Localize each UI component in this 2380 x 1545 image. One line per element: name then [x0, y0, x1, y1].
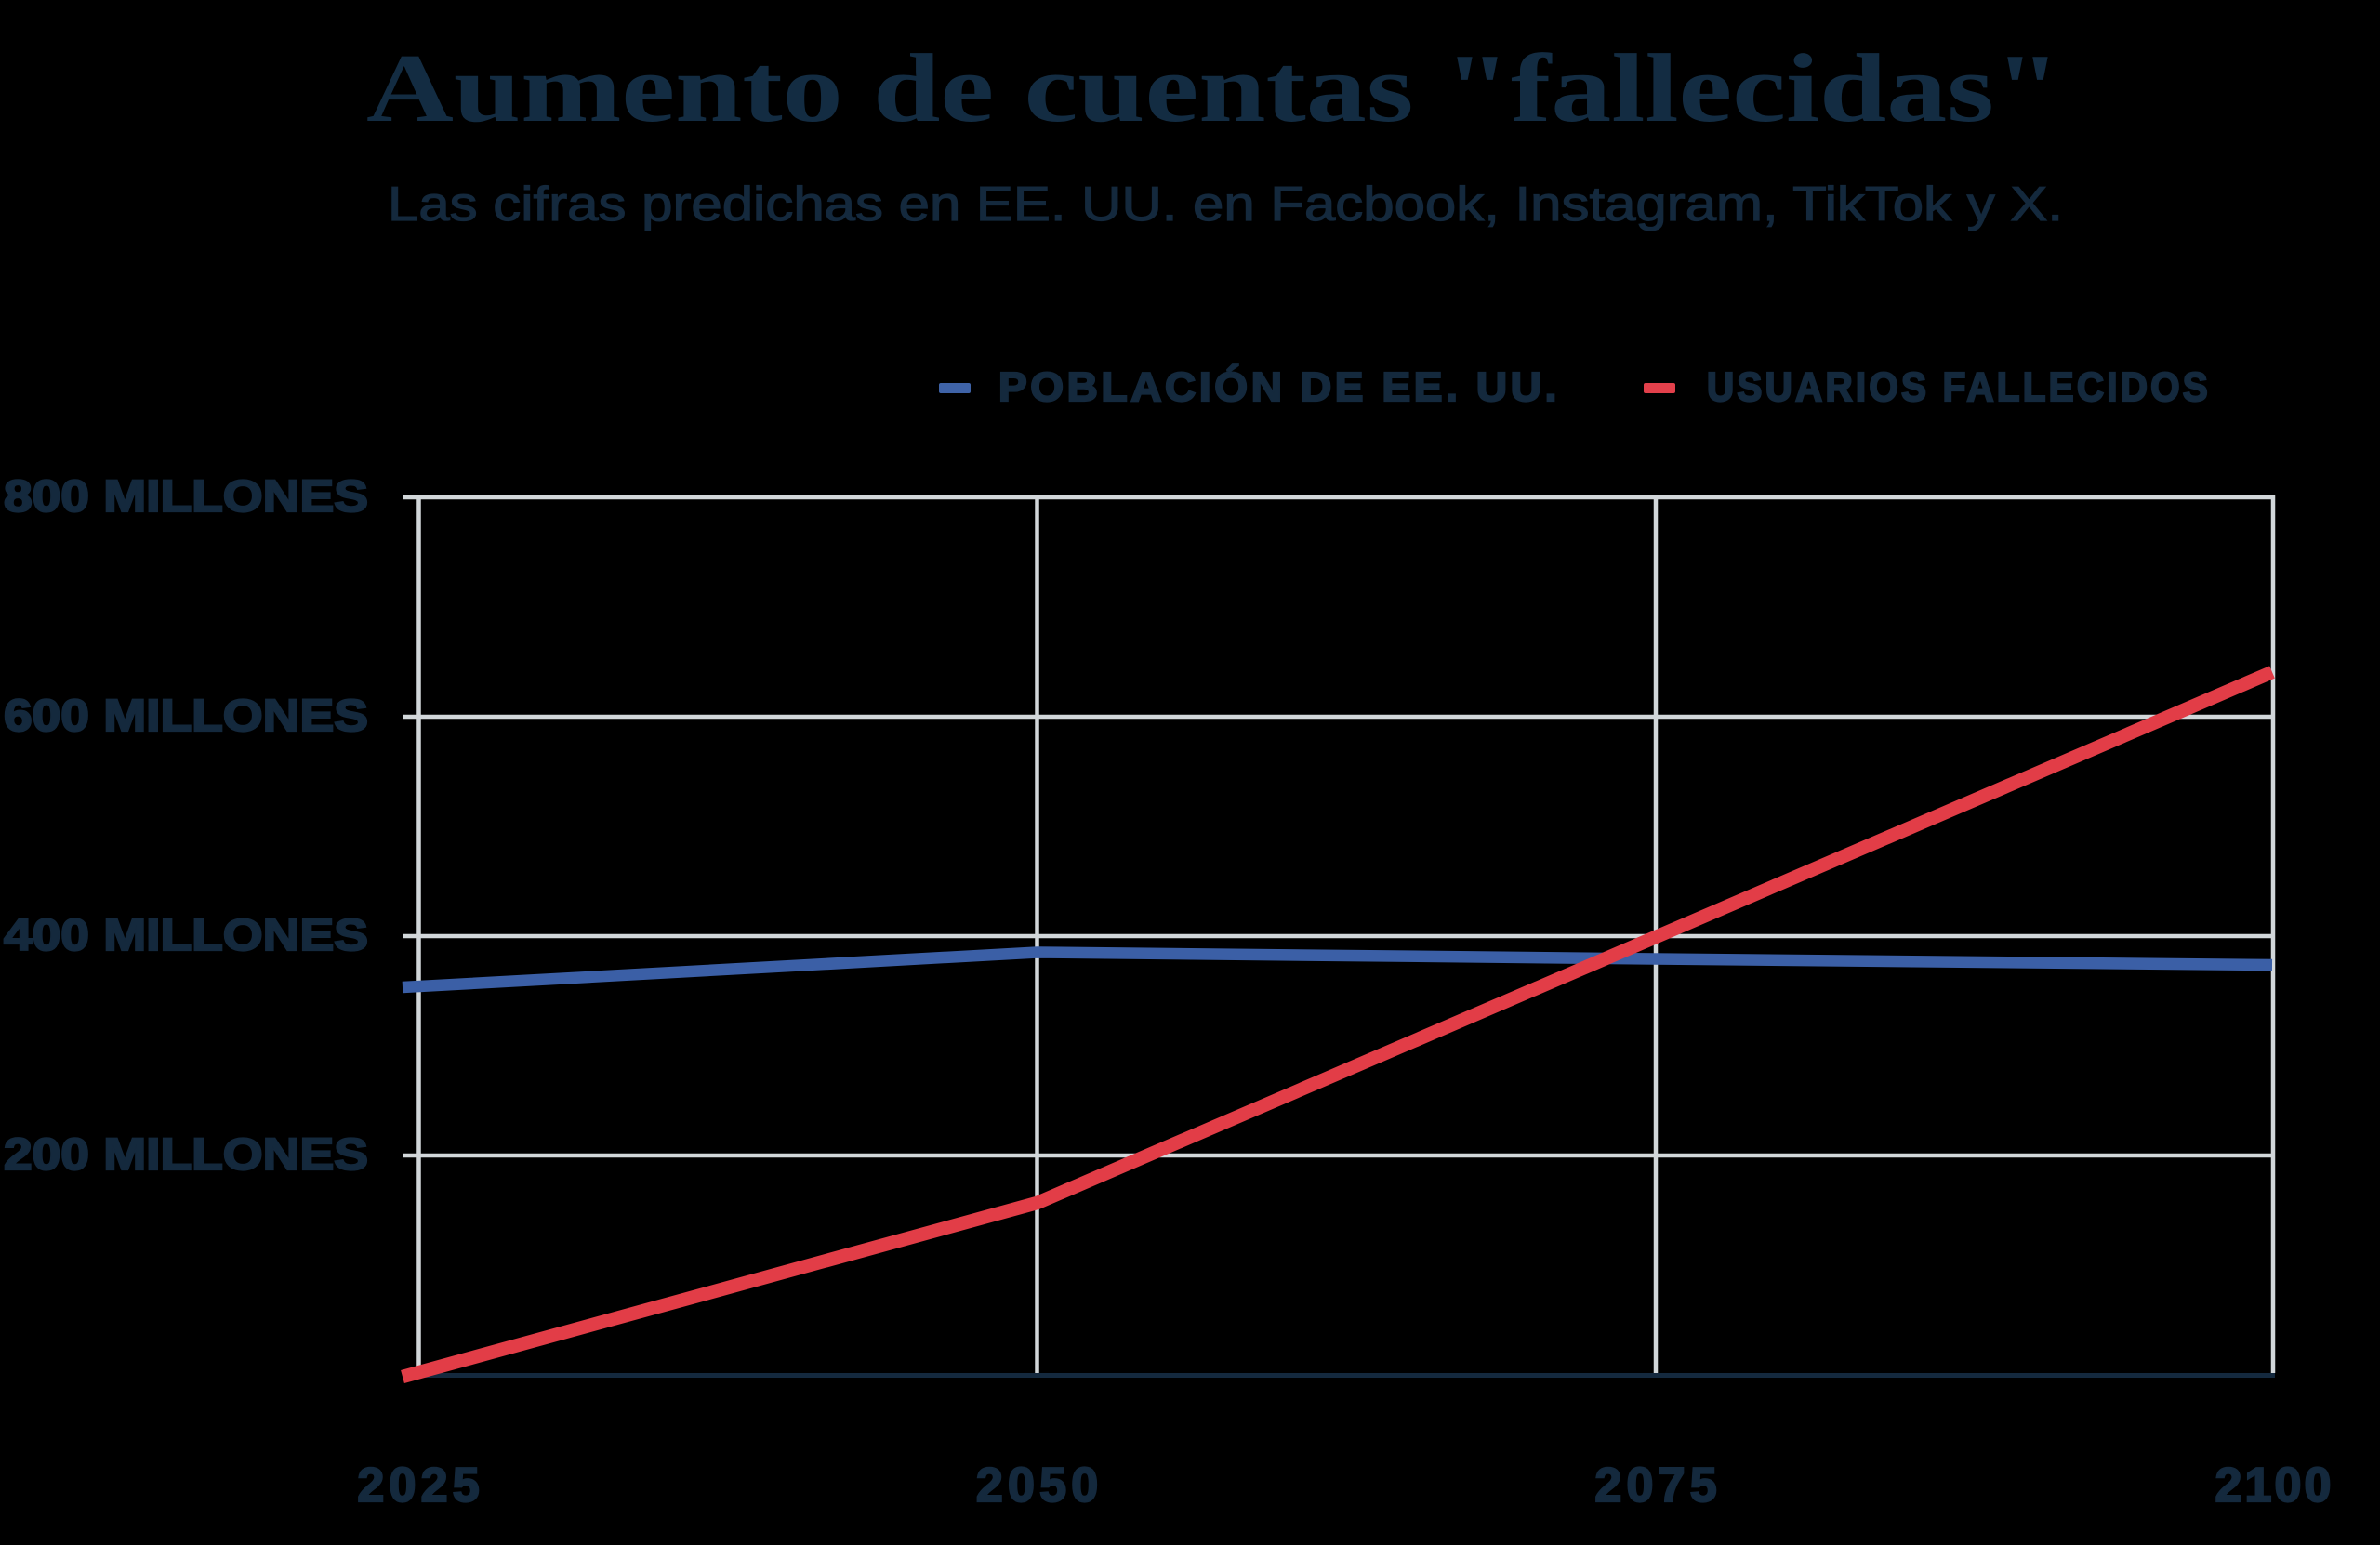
svg-text:2025: 2025 — [357, 1459, 483, 1512]
svg-text:USUARIOS FALLECIDOS: USUARIOS FALLECIDOS — [1707, 364, 2211, 410]
svg-text:Las cifras predichas en EE. UU: Las cifras predichas en EE. UU. en Facbo… — [388, 178, 2063, 231]
svg-text:800 MILLONES: 800 MILLONES — [4, 472, 368, 522]
svg-text:2050: 2050 — [976, 1459, 1103, 1512]
svg-text:600 MILLONES: 600 MILLONES — [4, 692, 368, 741]
svg-text:POBLACIÓN DE EE. UU.: POBLACIÓN DE EE. UU. — [998, 363, 1560, 410]
svg-text:400 MILLONES: 400 MILLONES — [4, 911, 368, 960]
svg-text:Aumento de cuentas "fallecidas: Aumento de cuentas "fallecidas" — [366, 33, 2061, 142]
svg-text:200 MILLONES: 200 MILLONES — [4, 1130, 368, 1180]
svg-text:2075: 2075 — [1594, 1459, 1721, 1512]
svg-text:2100: 2100 — [2215, 1459, 2334, 1512]
